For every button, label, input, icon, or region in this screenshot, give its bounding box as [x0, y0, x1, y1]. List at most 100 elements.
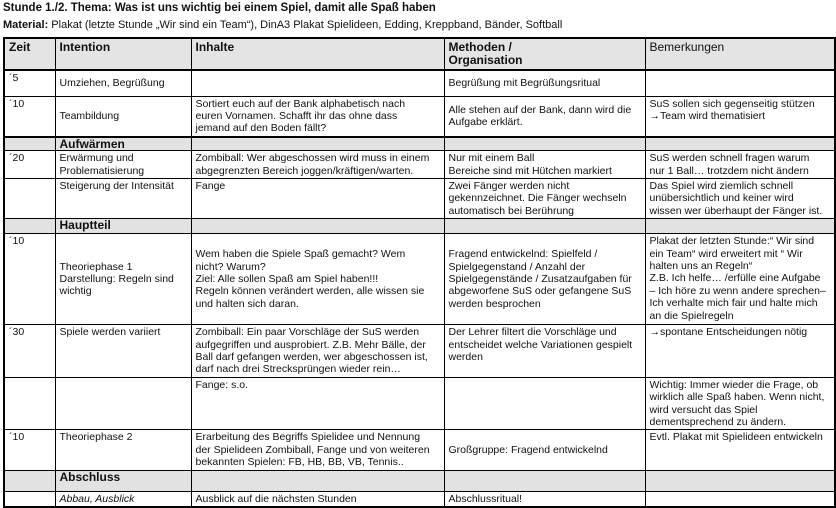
cell-text-line: Aufgabe erklärt.	[448, 116, 523, 129]
cell-text-line: ein Team“ wird erweitert mit “ Wir	[649, 247, 803, 260]
section-row: Abschluss	[3, 469, 836, 492]
table-body: ´5 Umziehen, Begrüßung Begrüßung mit Begrü…	[3, 69, 836, 508]
table-row: ´10 Teambildung Sortiert euch auf der Bank…	[3, 95, 836, 138]
cell-methoden: Alle stehen auf der Bank, dann wird die A…	[443, 95, 646, 138]
cell-bemerkungen: SuS sollen sich gegenseitig stützen →Team…	[644, 95, 836, 138]
header-intention: Intention	[54, 37, 192, 71]
cell-text-line: halten uns an Regeln“	[649, 259, 753, 272]
cell-zeit	[3, 376, 56, 431]
cell-text-line: ´10	[9, 431, 25, 444]
cell-inhalte: Wem haben die Spiele Spaß gemacht? Wem ni…	[190, 233, 445, 326]
cell-text-line: abgegrenzten Bereich joggen/kräftigen/wa…	[195, 164, 414, 177]
section-cell	[190, 469, 445, 492]
cell-intention: Umziehen, Begrüßung	[54, 69, 192, 97]
cell-text-line: ´10	[9, 235, 25, 248]
cell-intention: Abbau, Ausblick	[54, 490, 192, 508]
cell-text-line: Theoriephase 1	[59, 260, 133, 273]
section-cell	[190, 136, 445, 152]
cell-zeit: ´10	[3, 95, 56, 138]
cell-methoden: Abschlussritual!	[443, 490, 646, 508]
cell-text-line: Steigerung der Intensität	[59, 179, 174, 192]
cell-text-line: Begrüßung mit Begrüßungsritual	[448, 77, 601, 90]
cell-zeit: ´5	[3, 69, 56, 97]
cell-intention	[54, 376, 192, 431]
material-line: Material: Plakat (letzte Stunde „Wir sin…	[3, 19, 562, 31]
header-methoden-line: Methoden /	[448, 40, 512, 54]
table-row: ´10 Theoriephase 2 Erarbeitung des Begriff…	[3, 429, 836, 471]
header-bemerkungen: Bemerkungen	[644, 37, 836, 71]
cell-text-line: darf nach drei Strecksprüngen wieder rei…	[195, 363, 401, 376]
table-row: ´5 Umziehen, Begrüßung Begrüßung mit Begrü…	[3, 69, 836, 97]
section-cell	[644, 218, 836, 235]
cell-text-line: SuS sollen sich gegenseitig stützen	[649, 97, 815, 110]
cell-text-line: Spielgegenstand / Anzahl der	[448, 260, 586, 273]
cell-text-line: Abbau, Ausblick	[59, 492, 135, 505]
cell-text-line: Zwei Fänger werden nicht	[448, 179, 570, 192]
cell-text-line: an die Spielregeln	[649, 309, 734, 322]
cell-bemerkungen: Plakat der letzten Stunde:“ Wir sind ein …	[644, 233, 836, 326]
cell-text-line: Der Lehrer filtert die Vorschläge und	[448, 326, 617, 339]
cell-text-line: Erarbeitung des Begriffs Spielidee und N…	[195, 431, 421, 444]
section-title: Aufwärmen	[54, 136, 192, 152]
lesson-plan-table: Zeit Intention Inhalte Methoden / Organis…	[3, 37, 836, 508]
cell-bemerkungen: SuS werden schnell fragen warum nur 1 Bal…	[644, 150, 836, 179]
cell-text-line: SuS werden schnell fragen warum	[649, 152, 810, 165]
cell-text-line: ´20	[9, 152, 25, 165]
cell-text-line: bekannten Spielen: FB, HB, BB, VB, Tenni…	[195, 456, 404, 469]
cell-methoden: Begrüßung mit Begrüßungsritual	[443, 69, 646, 97]
section-cell	[644, 136, 836, 152]
cell-zeit: ´10	[3, 233, 56, 326]
cell-intention: Steigerung der Intensität	[54, 177, 192, 220]
cell-text-line: Wem haben die Spiele Spaß gemacht? Wem	[195, 248, 406, 261]
cell-text-line: Zombiball: Ein paar Vorschläge der SuS w…	[195, 326, 420, 339]
cell-inhalte: Zombiball: Wer abgeschossen wird muss in…	[190, 150, 445, 179]
cell-text-line: Spiele werden variiert	[59, 326, 161, 339]
cell-text-line: wissen wer überhaupt der Fänger ist.	[649, 204, 823, 217]
cell-text-line: werden	[448, 350, 483, 363]
cell-zeit: ´30	[3, 324, 56, 378]
cell-text-line: der Spielideen Zombiball, Fange und von …	[195, 443, 430, 456]
cell-text-line: Evtl. Plakat mit Spielideen entwickeln	[649, 431, 823, 444]
cell-methoden: Der Lehrer filtert die Vorschläge und ent…	[443, 324, 646, 378]
cell-intention: Spiele werden variiert	[54, 324, 192, 378]
cell-text-line: Fragend entwickelnd: Spielfeld /	[448, 248, 598, 261]
cell-text-line: Bereiche sind mit Hütchen markiert	[448, 164, 612, 177]
material-text: Plakat (letzte Stunde „Wir sind ein Team…	[48, 19, 563, 31]
cell-bemerkungen: →spontane Entscheidungen nötig	[644, 324, 836, 378]
table-row: ´10 Theoriephase 1 Darstellung: Regeln sin…	[3, 233, 836, 326]
cell-bemerkungen: Wichtig: Immer wieder die Frage, ob wirkl…	[644, 376, 836, 431]
cell-text-line: →Team wird thematisiert	[649, 109, 766, 122]
header-zeit: Zeit	[3, 37, 56, 71]
cell-text-line: Wichtig: Immer wieder die Frage, ob	[649, 378, 819, 391]
cell-text-line: Alle stehen auf der Bank, dann wird die	[448, 103, 632, 116]
cell-text-line: wichtig	[59, 285, 92, 298]
cell-text-line: Ball darf gefangen werden, wer abgeschos…	[195, 350, 428, 363]
cell-text-line: abgeworfene SuS oder gefangene SuS	[448, 285, 632, 298]
cell-text-line: Problematisierung	[59, 164, 145, 177]
cell-intention: Erwärmung und Problematisierung	[54, 150, 192, 179]
header-methoden-line: Organisation	[448, 53, 523, 67]
section-cell	[443, 136, 646, 152]
cell-text-line: Nur mit einem Ball	[448, 152, 535, 165]
section-cell	[644, 469, 836, 492]
section-row: Aufwärmen	[3, 136, 836, 152]
section-cell	[3, 136, 56, 152]
cell-text-line: gekennzeichnet. Die Fänger wechseln	[448, 192, 627, 205]
cell-text-line: Theoriephase 2	[59, 431, 133, 444]
cell-text-line: Sortiert euch auf der Bank alphabetisch …	[195, 97, 406, 110]
cell-text-line: werden besprochen	[448, 297, 541, 310]
table-header-row: Zeit Intention Inhalte Methoden / Organis…	[3, 37, 836, 71]
cell-intention: Theoriephase 1 Darstellung: Regeln sind wi…	[54, 233, 192, 326]
header-inhalte: Inhalte	[190, 37, 445, 71]
cell-zeit: ´20	[3, 150, 56, 179]
cell-text-line: wirklich alle Spaß haben. Wenn nicht,	[649, 391, 825, 404]
cell-inhalte: Fange: s.o.	[190, 376, 445, 431]
cell-text-line: nicht? Warum?	[195, 260, 266, 273]
table-row: Steigerung der Intensität Fange Zwei Fänge…	[3, 177, 836, 220]
section-cell	[3, 469, 56, 492]
section-cell	[443, 469, 646, 492]
cell-text-line: jemand auf den Boden fällt?	[195, 122, 327, 135]
cell-text-line: Darstellung: Regeln sind	[59, 272, 174, 285]
cell-text-line: Abschlussritual!	[448, 492, 523, 505]
cell-text-line: Regeln können verändert werden, alle wis…	[195, 285, 425, 298]
